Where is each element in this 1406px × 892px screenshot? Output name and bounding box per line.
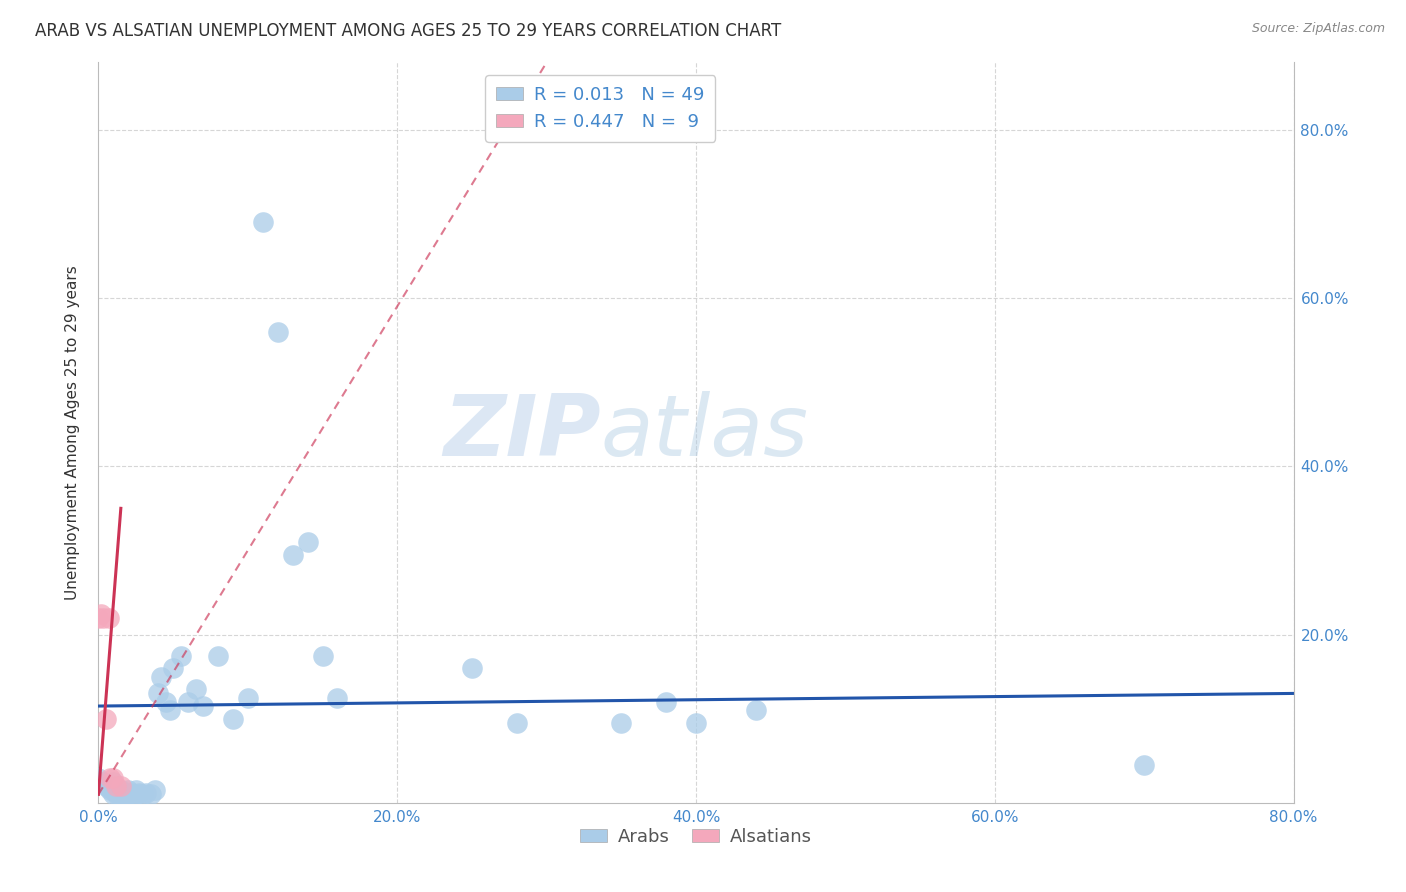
Point (128, 786, 150, 800)
Point (191, 699, 214, 714)
Point (685, 715, 707, 730)
Point (103, 774, 125, 789)
Point (98, 783, 122, 797)
Text: Source: ZipAtlas.com: Source: ZipAtlas.com (1251, 22, 1385, 36)
Point (114, 789, 136, 803)
Point (506, 715, 529, 730)
Point (90, 607, 112, 621)
Point (267, 325, 290, 339)
Legend: Arabs, Alsatians: Arabs, Alsatians (574, 821, 818, 853)
Point (236, 690, 259, 705)
Point (222, 712, 245, 726)
Point (110, 788, 132, 802)
Point (1133, 758, 1156, 772)
Point (103, 771, 125, 785)
Point (177, 695, 200, 709)
Point (297, 535, 319, 549)
Text: ARAB VS ALSATIAN UNEMPLOYMENT AMONG AGES 25 TO 29 YEARS CORRELATION CHART: ARAB VS ALSATIAN UNEMPLOYMENT AMONG AGES… (35, 22, 782, 40)
Y-axis label: Unemployment Among Ages 25 to 29 years: Unemployment Among Ages 25 to 29 years (65, 265, 80, 600)
Point (110, 783, 132, 797)
Point (252, 215, 274, 229)
Point (87, 610, 110, 624)
Point (97, 780, 120, 795)
Point (112, 786, 135, 800)
Point (117, 788, 139, 802)
Point (610, 715, 633, 730)
Point (125, 783, 148, 797)
Point (120, 786, 142, 800)
Point (132, 788, 155, 802)
Point (91, 610, 114, 624)
Point (125, 788, 148, 802)
Point (121, 789, 143, 803)
Point (94, 712, 117, 726)
Point (103, 788, 125, 802)
Point (105, 779, 128, 793)
Point (326, 690, 349, 705)
Point (155, 695, 177, 709)
Text: ZIP: ZIP (443, 391, 600, 475)
Point (148, 686, 170, 700)
Point (162, 661, 184, 675)
Point (150, 670, 173, 684)
Point (98, 771, 122, 785)
Point (311, 648, 333, 663)
Point (107, 789, 129, 803)
Point (97, 610, 120, 624)
Point (135, 786, 157, 800)
Point (105, 786, 128, 800)
Point (139, 788, 162, 802)
Point (745, 703, 768, 717)
Point (117, 783, 139, 797)
Text: atlas: atlas (600, 391, 808, 475)
Point (94, 779, 117, 793)
Point (655, 695, 678, 709)
Point (169, 648, 191, 663)
Point (110, 779, 132, 793)
Point (159, 703, 181, 717)
Point (87, 771, 110, 785)
Point (91, 774, 114, 789)
Point (143, 783, 166, 797)
Point (461, 661, 484, 675)
Point (281, 548, 304, 562)
Point (207, 648, 229, 663)
Point (184, 682, 207, 697)
